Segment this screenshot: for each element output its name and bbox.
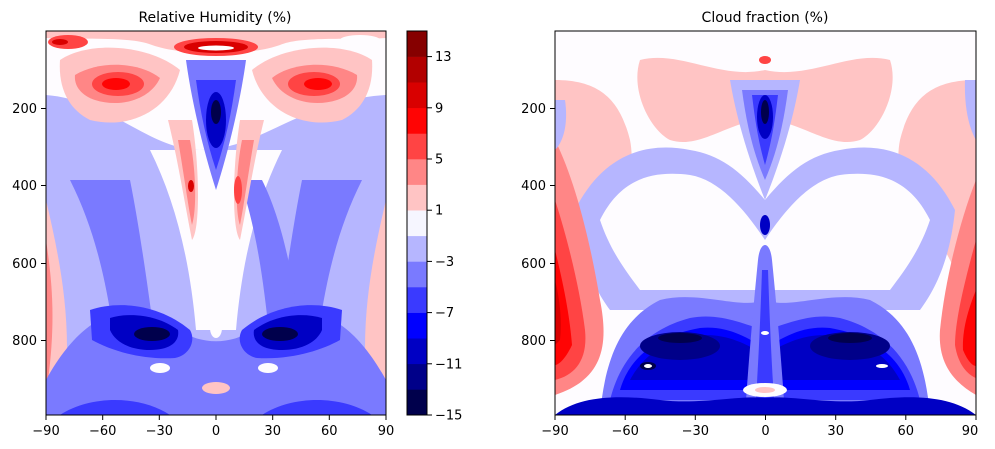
rh-title: Relative Humidity (%) [138,10,291,26]
colorbar-block [407,159,427,185]
cf-xtick-label: −90 [541,424,568,439]
cf-ytick-label: 600 [521,257,546,272]
rh-contour-plus1-surface [202,382,230,394]
rh-contour-field [45,30,387,416]
colorbar-tick-label: −11 [435,357,462,372]
rh-y-axis: 200 400 600 800 [12,102,46,349]
colorbar-block [407,184,427,211]
rh-xtick-label: 90 [378,424,395,439]
rh-contour-plus3-wedge-east [236,140,254,225]
colorbar-tick-label: 1 [435,204,443,219]
cf-contour-near-zero-inner [600,173,930,290]
colorbar-tick-label: 9 [435,101,443,116]
rh-contour-plus3-west [46,240,53,380]
rh-contour-plus5-wedge-east [234,176,242,204]
cf-contour-minus3-nw [555,100,567,150]
rh-xtick-label: −90 [32,424,59,439]
cf-xtick-label: 90 [962,424,979,439]
cf-contour-minus15-plume [761,100,769,124]
colorbar-block [407,312,427,339]
cf-ytick-label: 200 [521,102,546,117]
cf-contour-plus9-west [555,280,561,345]
colorbar-block [407,56,427,83]
colorbar-block [407,133,427,160]
colorbar-block [407,389,427,416]
cf-contour-minus11-spike [760,215,770,235]
colorbar-blocks [407,31,427,416]
cf-xtick-label: −60 [611,424,638,439]
cf-contour-minus15-west [658,333,702,343]
cf-contour-minus11-surface [555,397,976,415]
colorbar-block [407,261,427,288]
rh-contour-minus7-surface-west [60,400,170,415]
rh-ytick-label: 800 [12,334,37,349]
cf-contour-plus7-east [962,290,976,366]
cf-ytick-label: 400 [521,179,546,194]
cf-title: Cloud fraction (%) [702,10,829,26]
colorbar-block [407,82,427,109]
cf-x-axis: −90 −60 −30 0 30 60 90 [541,415,978,439]
rh-contour-minus15-upper [211,100,221,124]
colorbar-tick-label: −15 [435,409,462,424]
rh-contour-plus7-jet-west [102,78,130,90]
cf-contour-field [554,30,977,416]
rh-contour-plus3-wedge-west [178,140,196,225]
rh-ytick-label: 600 [12,257,37,272]
rh-x-axis: −90 −60 −30 0 30 60 90 [32,415,394,439]
colorbar: −15 −11 −7 −3 1 5 9 13 [406,30,462,424]
rh-ytick-label: 200 [12,102,37,117]
rh-contour-minus5-mid [240,180,300,340]
colorbar-block [407,31,427,57]
colorbar-tick-label: 13 [435,50,452,65]
cf-xtick-label: −30 [682,424,709,439]
colorbar-ticks: −15 −11 −7 −3 1 5 9 13 [427,50,462,424]
cf-contour-minus3-ne [964,80,976,140]
colorbar-block [407,235,427,262]
cf-contour-near-zero-se [876,364,888,368]
cf-contour-near-zero-spike [761,331,769,335]
cf-y-axis: 200 400 600 800 [521,102,555,349]
cf-contour-minus7-spike [755,270,775,415]
rh-xtick-label: 0 [212,424,220,439]
rh-xtick-label: 60 [321,424,338,439]
cf-contour-plus1-surface [755,387,775,393]
rh-ytick-label: 400 [12,179,37,194]
cf-contour-plus5-cap [759,56,771,64]
colorbar-frame [406,30,428,416]
cf-xtick-label: 0 [761,424,769,439]
rh-contour-plus7-jet-east [304,78,332,90]
cf-xtick-label: 30 [827,424,844,439]
colorbar-block [407,107,427,134]
cf-ytick-label: 800 [521,334,546,349]
cf-contour-minus15-east [828,333,872,343]
colorbar-block [407,338,427,365]
rh-contour-minus15-east [262,327,298,341]
cf-contour-near-zero-sw [644,364,652,368]
rh-contour-minus7-surface-east [262,400,372,415]
colorbar-tick-label: −3 [435,255,454,270]
rh-contour-plus9-wedge-west [188,180,194,192]
rh-panel: Relative Humidity (%) [12,10,394,439]
rh-xtick-label: −60 [89,424,116,439]
rh-contour-near-zero-se [258,363,278,373]
colorbar-tick-label: 5 [435,153,443,168]
cf-panel: Cloud fraction (%) [521,10,978,439]
rh-contour-minus15-west [134,327,170,341]
rh-contour-near-zero-equator [210,318,222,338]
colorbar-block [407,210,427,237]
rh-contour-near-zero-sw [150,363,170,373]
colorbar-block [407,287,427,313]
cf-xtick-label: 60 [898,424,915,439]
colorbar-block [407,363,427,390]
rh-contour-near-zero-polar-east [340,35,380,45]
rh-xtick-label: −30 [146,424,173,439]
rh-xtick-label: 30 [264,424,281,439]
rh-contour-near-zero-tropopause [198,45,234,51]
rh-contour-plus9-polar-west [52,39,68,45]
colorbar-tick-label: −7 [435,306,454,321]
